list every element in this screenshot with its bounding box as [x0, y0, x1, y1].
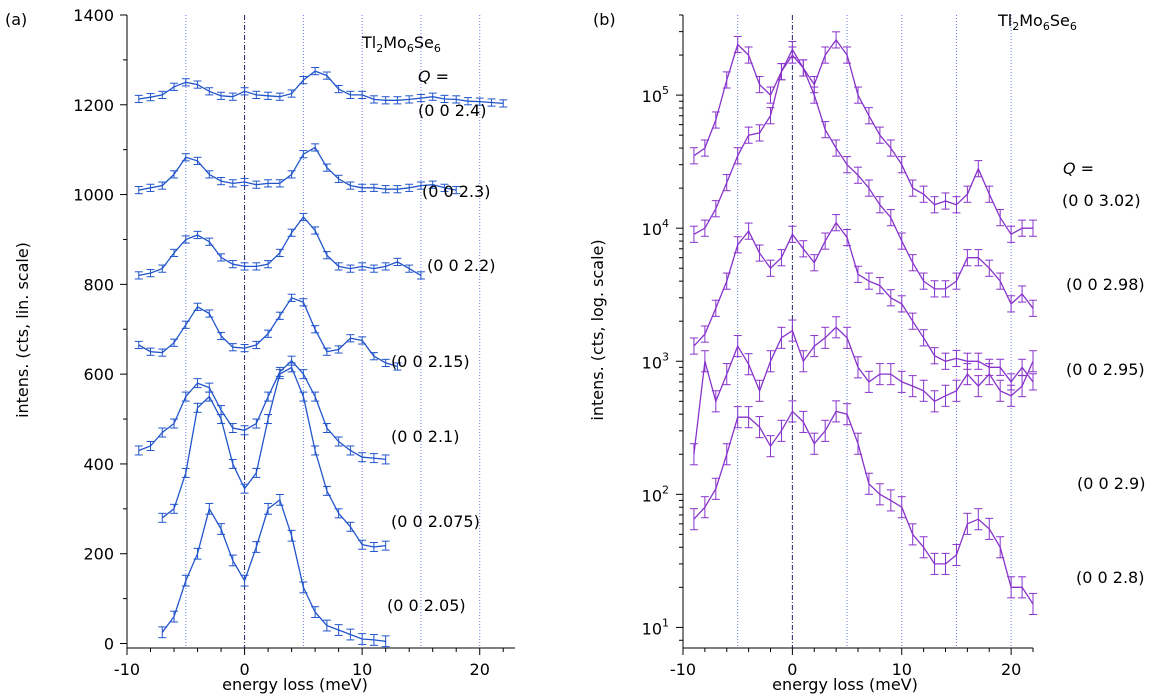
series-line [161, 498, 386, 642]
series-2 [689, 214, 1037, 391]
y-tick-label: 400 [83, 455, 114, 474]
x-tick-label: -10 [114, 660, 140, 679]
y-axis-label: intens. (cts, log. scale) [588, 239, 607, 420]
x-tick-label: 10 [892, 660, 912, 679]
y-tick-label: 200 [83, 545, 114, 564]
series-label: (0 0 2.98) [1066, 275, 1145, 294]
series-0 [689, 31, 1037, 243]
series-label: (0 0 2.3) [422, 182, 490, 201]
y-tick-label: 104 [642, 217, 669, 239]
y-tick-label: 101 [642, 616, 669, 638]
q-label: Q = [418, 67, 449, 86]
series-label: (0 0 2.1) [391, 427, 459, 446]
series-1 [134, 143, 461, 195]
panel-a: -10 0 10 200200400600800100012001400energy … [5, 6, 515, 694]
y-tick-label: 800 [83, 275, 114, 294]
x-tick-label: 10 [352, 660, 372, 679]
x-tick-label: 0 [787, 660, 797, 679]
series-label: (0 0 2.2) [427, 256, 495, 275]
series-line [138, 146, 457, 191]
y-tick-label: 102 [642, 483, 669, 505]
q-label: Q = [1063, 159, 1094, 178]
series-label: (0 0 2.95) [1066, 360, 1145, 379]
series-line [693, 48, 1034, 309]
compound-formula: Tl2Mo6Se6 [997, 11, 1077, 33]
series-line [138, 70, 504, 105]
x-tick-label: 20 [1001, 660, 1021, 679]
series-label: (0 0 3.02) [1062, 191, 1141, 210]
y-tick-label: 105 [642, 84, 669, 106]
series-line [693, 38, 1033, 236]
series-label: (0 0 2.9) [1077, 474, 1145, 493]
series-2 [134, 212, 425, 280]
y-tick-label: 1000 [73, 186, 114, 205]
series-6 [158, 493, 390, 648]
series-4 [689, 400, 1037, 615]
series-line [161, 366, 386, 548]
panel-label: (a) [5, 10, 27, 29]
y-tick-label: 600 [83, 365, 114, 384]
x-tick-label: -10 [670, 660, 696, 679]
x-tick-label: 20 [470, 660, 490, 679]
x-axis-label: energy loss (meV) [772, 675, 918, 694]
y-axis-label: intens. (cts, lin. scale) [13, 242, 32, 418]
y-tick-label: 0 [104, 635, 114, 654]
series-3 [134, 293, 402, 371]
x-axis-label: energy loss (meV) [222, 675, 368, 694]
compound-formula: Tl2Mo6Se6 [361, 33, 441, 55]
series-line [138, 215, 422, 277]
x-tick-label: 0 [239, 660, 249, 679]
series-label: (0 0 2.05) [387, 596, 466, 615]
series-label: (0 0 2.075) [391, 512, 480, 531]
series-line [138, 359, 386, 461]
series-line [693, 221, 1034, 383]
y-tick-label: 1200 [73, 96, 114, 115]
y-tick-label: 103 [642, 350, 669, 372]
panel-label: (b) [593, 10, 616, 29]
series-label: (0 0 2.4) [418, 101, 486, 120]
series-line [693, 410, 1034, 605]
series-label: (0 0 2.15) [391, 352, 470, 371]
series-0 [134, 67, 508, 108]
series-3 [689, 316, 1037, 466]
series-5 [158, 362, 390, 552]
y-tick-label: 1400 [73, 6, 114, 25]
series-label: (0 0 2.8) [1076, 568, 1144, 587]
panel-b: -10 0 10 20 101 102 103 104 105 energy loss (meV)… [588, 10, 1145, 694]
series-line [693, 326, 1034, 455]
series-1 [689, 40, 1037, 317]
